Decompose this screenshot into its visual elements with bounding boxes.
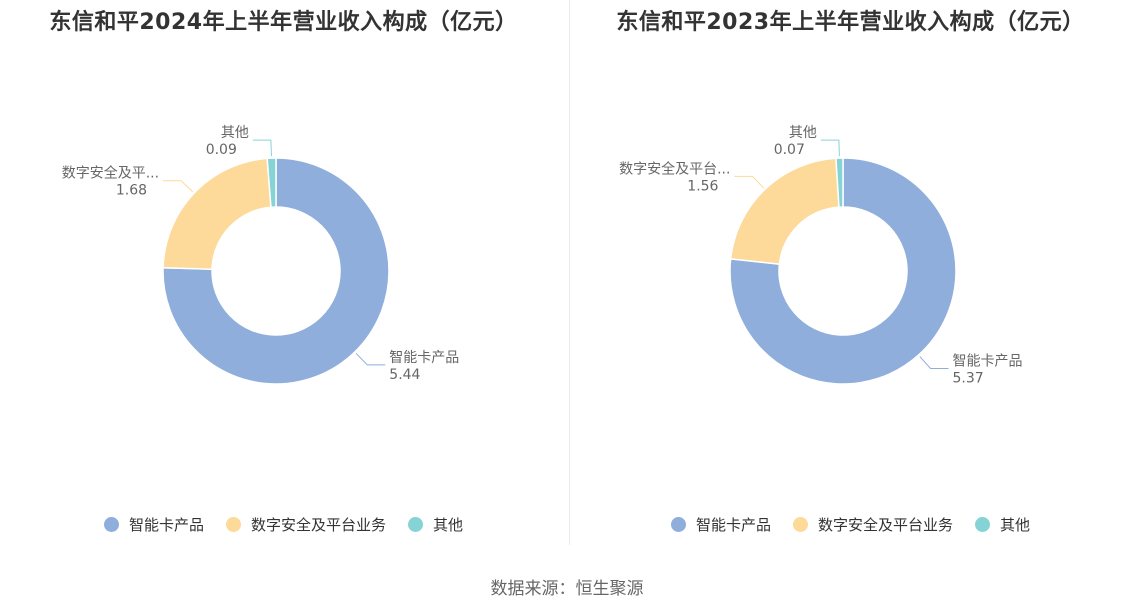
chart-panel-2023: 东信和平2023年上半年营业收入构成（亿元） 智能卡产品 5.37 数字安全及平台.… bbox=[567, 0, 1134, 545]
slice-smart-card[interactable] bbox=[729, 157, 957, 385]
leader-line-smart-card bbox=[355, 353, 386, 366]
chart-panel-2024: 东信和平2024年上半年营业收入构成（亿元） 智能卡产品 5.44 数字安全及平..… bbox=[0, 0, 567, 545]
data-source: 数据来源：恒生聚源 bbox=[490, 579, 644, 599]
leader-line-digital-security bbox=[734, 175, 764, 189]
legend-marker bbox=[670, 517, 686, 532]
slice-label-smart-card: 智能卡产品 bbox=[389, 350, 459, 366]
chart-title: 东信和平2023年上半年营业收入构成（亿元） bbox=[616, 10, 1085, 35]
leader-line-digital-security bbox=[163, 180, 194, 193]
slice-value-smart-card: 5.37 bbox=[953, 370, 984, 386]
leader-line-smart-card bbox=[919, 356, 949, 369]
slice-smart-card[interactable] bbox=[162, 157, 390, 385]
slice-other[interactable] bbox=[266, 157, 277, 209]
slice-label-digital-security: 数字安全及平台... bbox=[619, 160, 730, 177]
slice-label-other: 其他 bbox=[789, 125, 817, 141]
slice-label-other: 其他 bbox=[221, 125, 249, 141]
legend-label: 其他 bbox=[1000, 516, 1031, 534]
legend: 智能卡产品 数字安全及平台业务 其他 bbox=[0, 514, 567, 535]
slice-value-other: 0.07 bbox=[774, 142, 805, 158]
slice-value-digital-security: 1.56 bbox=[687, 178, 718, 194]
chart-title: 东信和平2024年上半年营业收入构成（亿元） bbox=[49, 10, 518, 35]
panel-divider bbox=[569, 0, 570, 545]
legend-item-other[interactable]: 其他 bbox=[975, 514, 1030, 535]
legend-marker bbox=[225, 517, 241, 532]
slice-digital-security[interactable] bbox=[729, 157, 840, 265]
legend-marker bbox=[408, 517, 423, 532]
slice-digital-security[interactable] bbox=[162, 157, 272, 270]
slice-label-smart-card: 智能卡产品 bbox=[953, 353, 1023, 369]
legend-item-digital-security[interactable]: 数字安全及平台业务 bbox=[792, 514, 953, 535]
legend-label: 数字安全及平台业务 bbox=[817, 516, 953, 534]
legend-item-smart-card[interactable]: 智能卡产品 bbox=[670, 514, 771, 535]
slice-value-other: 0.09 bbox=[206, 142, 237, 158]
legend-label: 智能卡产品 bbox=[128, 516, 204, 534]
legend-marker bbox=[792, 517, 808, 532]
slice-label-digital-security: 数字安全及平... bbox=[62, 165, 159, 182]
slice-value-digital-security: 1.68 bbox=[116, 183, 147, 199]
legend-label: 智能卡产品 bbox=[695, 516, 771, 534]
legend-marker bbox=[103, 517, 119, 532]
leader-line-other bbox=[252, 139, 272, 157]
legend-item-smart-card[interactable]: 智能卡产品 bbox=[103, 514, 204, 535]
legend-label: 数字安全及平台业务 bbox=[250, 516, 386, 534]
legend-item-other[interactable]: 其他 bbox=[408, 514, 463, 535]
legend: 智能卡产品 数字安全及平台业务 其他 bbox=[567, 514, 1134, 535]
slice-other[interactable] bbox=[835, 157, 844, 208]
slice-value-smart-card: 5.44 bbox=[389, 367, 420, 383]
legend-marker bbox=[975, 517, 990, 532]
legend-label: 其他 bbox=[433, 516, 464, 534]
legend-item-digital-security[interactable]: 数字安全及平台业务 bbox=[225, 514, 386, 535]
leader-line-other bbox=[820, 139, 840, 157]
